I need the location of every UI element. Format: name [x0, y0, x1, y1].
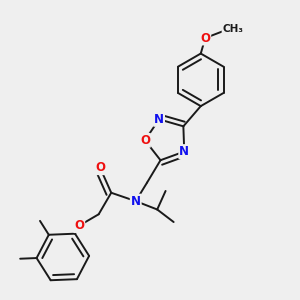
Text: O: O	[140, 134, 150, 147]
Text: CH₃: CH₃	[223, 24, 244, 34]
Text: N: N	[154, 113, 164, 126]
Text: O: O	[200, 32, 210, 44]
Text: N: N	[131, 195, 141, 208]
Text: O: O	[74, 219, 84, 232]
Text: N: N	[179, 145, 189, 158]
Text: O: O	[95, 161, 105, 174]
